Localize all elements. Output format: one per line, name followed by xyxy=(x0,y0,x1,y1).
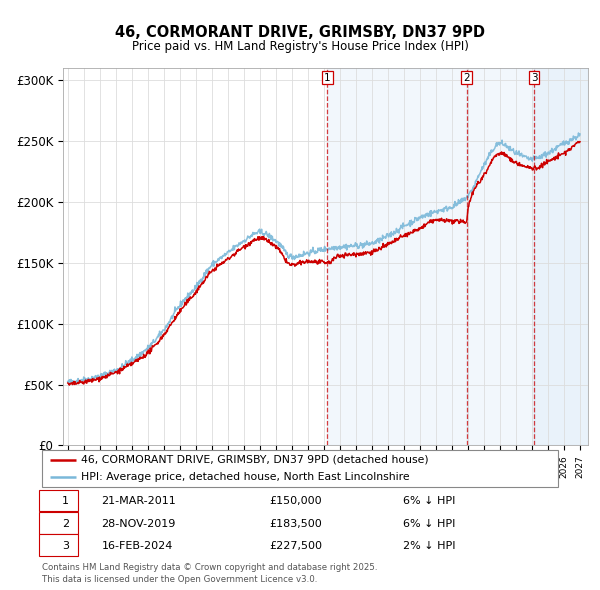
Text: £150,000: £150,000 xyxy=(269,496,322,506)
Text: 46, CORMORANT DRIVE, GRIMSBY, DN37 9PD: 46, CORMORANT DRIVE, GRIMSBY, DN37 9PD xyxy=(115,25,485,40)
Text: Contains HM Land Registry data © Crown copyright and database right 2025.
This d: Contains HM Land Registry data © Crown c… xyxy=(42,563,377,584)
Text: 1: 1 xyxy=(324,73,331,83)
Text: 2: 2 xyxy=(62,519,69,529)
Text: 3: 3 xyxy=(62,541,69,551)
FancyBboxPatch shape xyxy=(42,450,558,487)
Text: HPI: Average price, detached house, North East Lincolnshire: HPI: Average price, detached house, Nort… xyxy=(80,473,409,483)
Text: 16-FEB-2024: 16-FEB-2024 xyxy=(101,541,173,551)
Bar xyxy=(534,68,588,445)
Text: 2: 2 xyxy=(463,73,470,83)
Text: Price paid vs. HM Land Registry's House Price Index (HPI): Price paid vs. HM Land Registry's House … xyxy=(131,40,469,53)
Bar xyxy=(328,68,467,445)
FancyBboxPatch shape xyxy=(39,535,77,556)
FancyBboxPatch shape xyxy=(39,490,77,512)
Text: £183,500: £183,500 xyxy=(269,519,322,529)
Bar xyxy=(467,68,534,445)
Text: 46, CORMORANT DRIVE, GRIMSBY, DN37 9PD (detached house): 46, CORMORANT DRIVE, GRIMSBY, DN37 9PD (… xyxy=(80,455,428,465)
Text: 2% ↓ HPI: 2% ↓ HPI xyxy=(403,541,456,551)
Text: 21-MAR-2011: 21-MAR-2011 xyxy=(101,496,176,506)
Text: 28-NOV-2019: 28-NOV-2019 xyxy=(101,519,176,529)
Text: 1: 1 xyxy=(62,496,69,506)
Text: 6% ↓ HPI: 6% ↓ HPI xyxy=(403,519,455,529)
Text: 3: 3 xyxy=(531,73,538,83)
Text: 6% ↓ HPI: 6% ↓ HPI xyxy=(403,496,455,506)
Text: £227,500: £227,500 xyxy=(269,541,322,551)
FancyBboxPatch shape xyxy=(39,512,77,534)
